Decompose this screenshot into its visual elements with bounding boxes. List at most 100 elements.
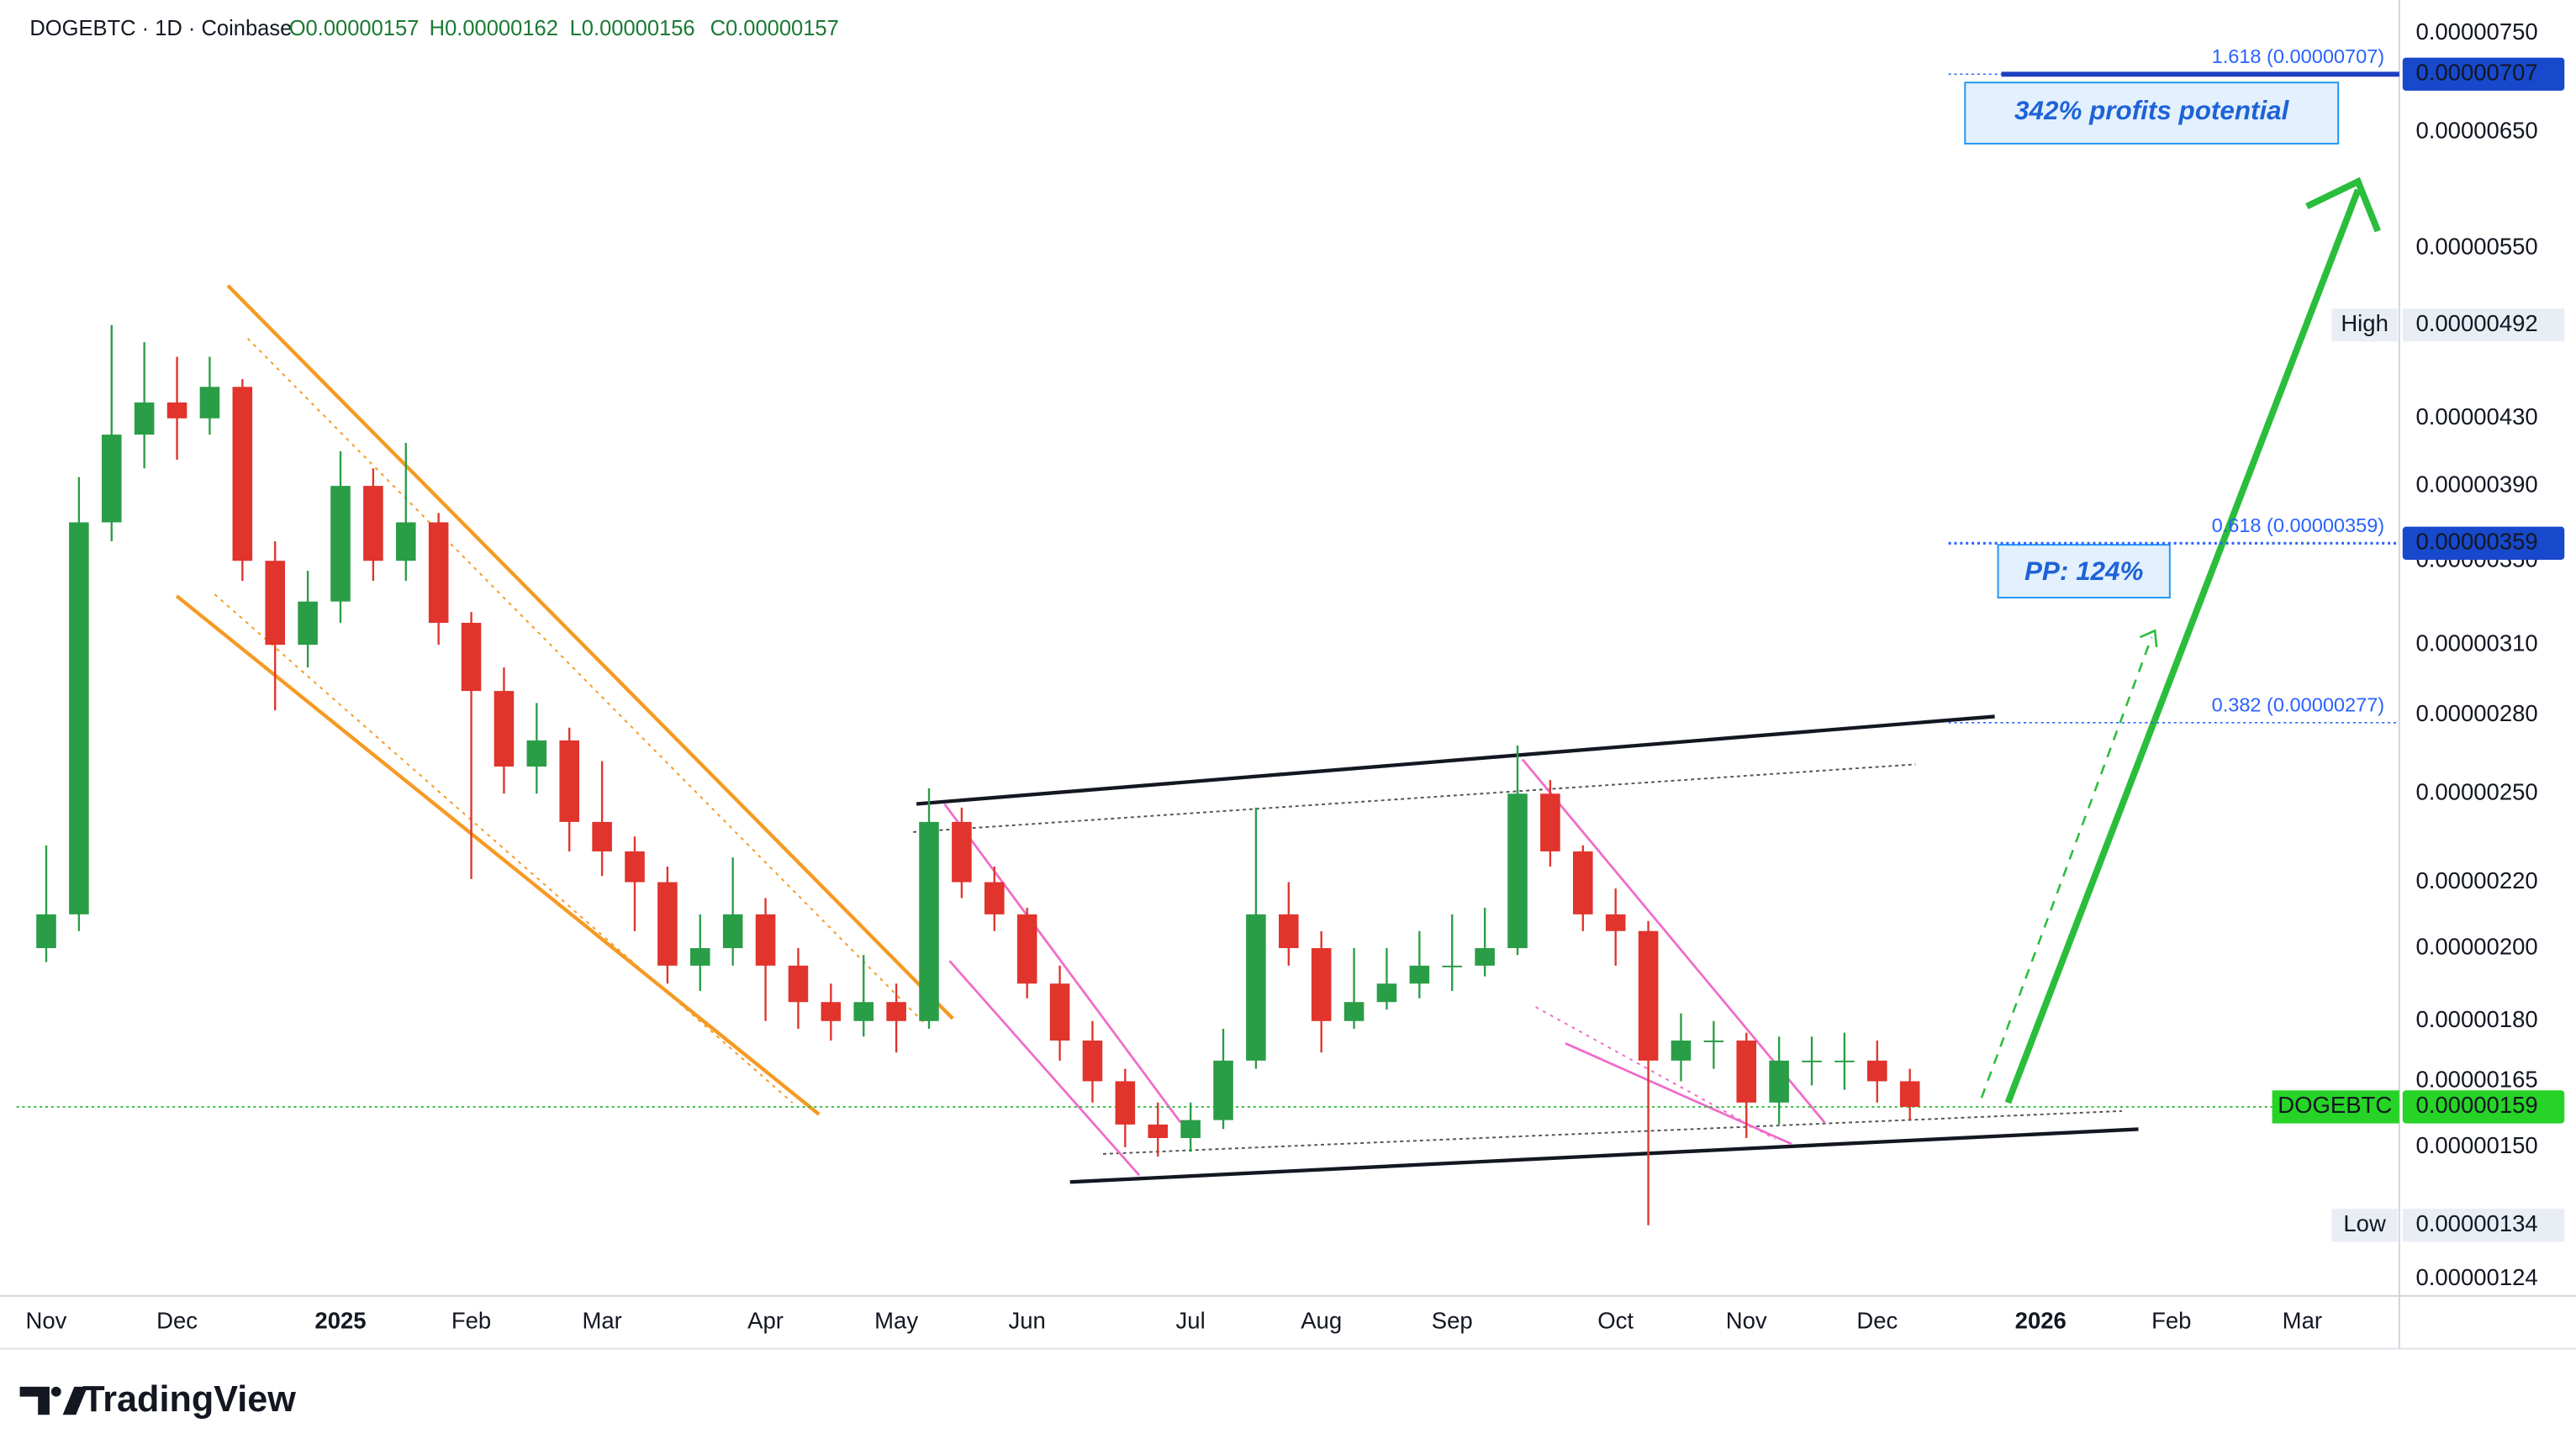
candle-body	[232, 387, 253, 561]
candle-body	[1246, 914, 1266, 1061]
candle-body	[265, 561, 286, 646]
candle-body	[952, 821, 972, 883]
channel-mid	[246, 337, 926, 1025]
candle-body	[1213, 1060, 1233, 1120]
x-tick-label: Nov	[1726, 1308, 1767, 1334]
candle-body	[461, 623, 482, 692]
symbol-tag	[2272, 1090, 2399, 1124]
candle-body	[395, 522, 416, 561]
annotation: 342% profits potential	[2014, 96, 2290, 125]
candle-body	[1540, 793, 1560, 851]
candle-body	[1049, 983, 1070, 1041]
candle-body	[788, 965, 809, 1003]
price-tag	[2402, 526, 2565, 560]
y-tick-label: 0.00000180	[2415, 1006, 2537, 1032]
range-mid	[913, 763, 1916, 833]
hl-value-tag	[2402, 308, 2565, 342]
y-tick-label: 0.00000250	[2415, 779, 2537, 805]
y-tick-label: 0.00000390	[2415, 471, 2537, 497]
price-tag-label: 0.00000359	[2415, 529, 2537, 555]
hl-name: Low	[2343, 1210, 2386, 1236]
x-tick-label: Aug	[1301, 1308, 1342, 1334]
candle-body	[298, 601, 318, 646]
x-tick-label: 2026	[2015, 1308, 2067, 1334]
price-tag	[2402, 1090, 2565, 1124]
price-tag-label: 0.00000707	[2415, 60, 2537, 86]
pink-channel	[943, 803, 1182, 1124]
annotation-box	[1964, 82, 2340, 145]
candle-body	[1867, 1060, 1887, 1082]
candle-body	[755, 914, 776, 966]
candle-body	[166, 402, 187, 419]
candle-body	[1409, 965, 1430, 984]
candle-body	[1507, 793, 1528, 949]
y-tick-label: 0.00000750	[2415, 18, 2537, 45]
candle-body	[821, 1002, 842, 1021]
tradingview-logo: TradingView	[19, 1379, 296, 1420]
logo-mark	[19, 1386, 50, 1415]
candle-body	[1475, 948, 1495, 966]
x-tick-label: Oct	[1597, 1308, 1634, 1334]
candle-body	[1279, 914, 1299, 949]
candle-body	[886, 1002, 906, 1021]
candle-body	[1573, 851, 1593, 914]
projection-arrow-head	[2305, 177, 2381, 233]
candle-body	[689, 948, 710, 966]
y-tick-label: 0.00000650	[2415, 118, 2537, 144]
candle-body	[722, 914, 743, 949]
projection-head	[2139, 629, 2158, 648]
ohlc-open: O0.00000157	[289, 17, 420, 40]
candle-body	[853, 1002, 874, 1021]
channel-line	[226, 284, 954, 1020]
hl-name-tag	[2331, 308, 2398, 342]
range-line	[1069, 1127, 2139, 1184]
y-tick-label: 0.00000124	[2415, 1264, 2537, 1290]
range-mid	[1102, 1109, 2122, 1155]
y-tick-label: 0.00000550	[2415, 233, 2537, 259]
candle-body	[592, 821, 612, 851]
candle-body	[330, 486, 351, 602]
candle-body	[559, 740, 580, 822]
candle-body	[1638, 930, 1659, 1061]
annotation-box	[1997, 544, 2171, 598]
ohlc-low: L0.00000156	[570, 17, 695, 40]
projection-arrow	[2004, 188, 2362, 1104]
x-tick-label: 2025	[314, 1308, 366, 1334]
candle-body	[1376, 983, 1397, 1003]
y-tick-label: 0.00000165	[2415, 1067, 2537, 1093]
pink-channel	[948, 960, 1141, 1177]
candle-body	[101, 435, 122, 523]
ohlc-high: H0.00000162	[430, 17, 558, 40]
candle-body	[1605, 914, 1626, 931]
candle-body	[1802, 1060, 1822, 1062]
price-tag	[2402, 57, 2565, 91]
y-tick-label: 0.00000280	[2415, 700, 2537, 726]
y-tick-label: 0.00000200	[2415, 933, 2537, 959]
x-tick-label: Jul	[1176, 1308, 1206, 1334]
x-tick-label: Dec	[156, 1308, 198, 1334]
x-tick-label: May	[874, 1308, 918, 1334]
x-tick-label: Feb	[451, 1308, 491, 1334]
x-tick-label: Mar	[582, 1308, 621, 1334]
candle-body	[625, 851, 645, 883]
y-tick-label: 0.00000150	[2415, 1132, 2537, 1158]
level-label: 0.618 (0.00000359)	[2212, 514, 2385, 536]
candle-body	[1769, 1060, 1789, 1103]
candle-body	[1016, 914, 1037, 984]
price-tag-label: 0.00000159	[2415, 1092, 2537, 1118]
candle-body	[984, 882, 1005, 914]
projection-dashed	[1980, 636, 2153, 1099]
x-tick-label: Dec	[1856, 1308, 1898, 1334]
y-tick-label: 0.00000220	[2415, 867, 2537, 893]
candle-body	[36, 914, 56, 949]
candle-body	[657, 882, 678, 966]
range-line	[916, 714, 1995, 806]
candle-body	[69, 522, 89, 914]
level-label: 1.618 (0.00000707)	[2212, 45, 2385, 67]
x-tick-label: Jun	[1009, 1308, 1046, 1334]
hl-name: High	[2341, 310, 2389, 336]
candle-body	[1899, 1081, 1920, 1107]
symbol-info: DOGEBTC · 1D · Coinbase	[29, 17, 292, 40]
